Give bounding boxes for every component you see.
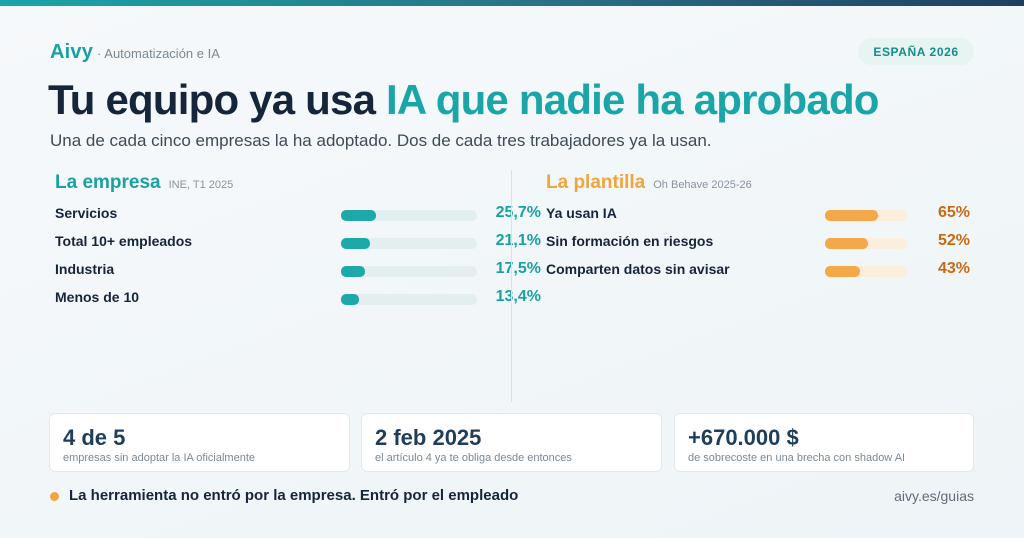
section-empresa-source: INE, T1 2025 <box>168 179 234 191</box>
row-label: Servicios <box>55 205 118 221</box>
row-label: Industria <box>55 261 115 277</box>
bar-track <box>341 210 477 221</box>
row-label: Sin formación en riesgos <box>546 233 714 249</box>
row-label: Ya usan IA <box>546 205 617 221</box>
column-divider <box>511 170 512 402</box>
row-value: 13,4% <box>495 288 541 305</box>
brand-logo: Aivy <box>50 41 94 63</box>
row-value: 65% <box>937 204 970 221</box>
empresa-row: Total 10+ empleados 21,1% <box>55 232 541 253</box>
headline: Tu equipo ya usa IA que nadie ha aprobad… <box>48 76 879 124</box>
bar-fill <box>341 238 370 249</box>
bar-fill <box>825 266 861 277</box>
empresa-row: Servicios 25,7% <box>55 204 541 225</box>
headline-main: Tu equipo ya usa <box>48 76 387 123</box>
headline-accent: IA que nadie ha aprobado <box>386 76 879 123</box>
row-value: 43% <box>937 260 970 277</box>
empresa-row: Menos de 10 13,4% <box>55 288 541 309</box>
country-year-badge: ESPAÑA 2026 <box>858 38 974 65</box>
stat-card: +670.000 $ de sobrecoste en una brecha c… <box>674 413 974 472</box>
stat-value: 4 de 5 <box>63 425 126 450</box>
bar-track <box>825 266 907 277</box>
stat-value: 2 feb 2025 <box>375 425 482 450</box>
stat-caption: empresas sin adoptar la IA oficialmente <box>63 452 255 464</box>
row-value: 52% <box>937 232 970 249</box>
bar-track <box>825 210 907 221</box>
top-accent-bar <box>0 0 1024 6</box>
bar-track <box>341 294 477 305</box>
section-empresa-heading: La empresa <box>55 172 161 193</box>
section-plantilla-title: La plantilla Oh Behave 2025-26 <box>546 172 752 194</box>
brand: Aivy · Automatización e IA <box>50 41 220 64</box>
plantilla-row: Comparten datos sin avisar 43% <box>546 260 976 281</box>
section-plantilla-source: Oh Behave 2025-26 <box>653 179 752 191</box>
bar-fill <box>341 266 365 277</box>
stat-caption: el artículo 4 ya te obliga desde entonce… <box>375 452 572 464</box>
bullet-dot-icon <box>50 492 59 501</box>
bar-fill <box>825 238 868 249</box>
stat-caption: de sobrecoste en una brecha con shadow A… <box>688 452 906 464</box>
footer-link[interactable]: aivy.es/guias <box>894 488 974 504</box>
subheadline: Una de cada cinco empresas la ha adoptad… <box>50 131 712 150</box>
row-label: Comparten datos sin avisar <box>546 261 730 277</box>
row-label: Menos de 10 <box>55 289 140 305</box>
row-value: 25,7% <box>495 204 541 221</box>
stat-value: +670.000 $ <box>688 425 799 450</box>
bar-fill <box>341 294 360 305</box>
brand-subtitle: · Automatización e IA <box>97 46 220 61</box>
bar-track <box>341 238 477 249</box>
section-plantilla-heading: La plantilla <box>546 172 646 193</box>
bar-track <box>341 266 477 277</box>
bar-fill <box>341 210 376 221</box>
plantilla-row: Sin formación en riesgos 52% <box>546 232 976 253</box>
empresa-row: Industria 17,5% <box>55 260 541 281</box>
row-label: Total 10+ empleados <box>55 233 193 249</box>
row-value: 21,1% <box>495 232 541 249</box>
footer-message: La herramienta no entró por la empresa. … <box>69 487 519 504</box>
section-empresa-title: La empresa INE, T1 2025 <box>55 172 233 194</box>
stat-card: 4 de 5 empresas sin adoptar la IA oficia… <box>49 413 350 472</box>
bar-fill <box>825 210 879 221</box>
row-value: 17,5% <box>495 260 541 277</box>
stat-card: 2 feb 2025 el artículo 4 ya te obliga de… <box>361 413 662 472</box>
plantilla-row: Ya usan IA 65% <box>546 204 976 225</box>
bar-track <box>825 238 907 249</box>
